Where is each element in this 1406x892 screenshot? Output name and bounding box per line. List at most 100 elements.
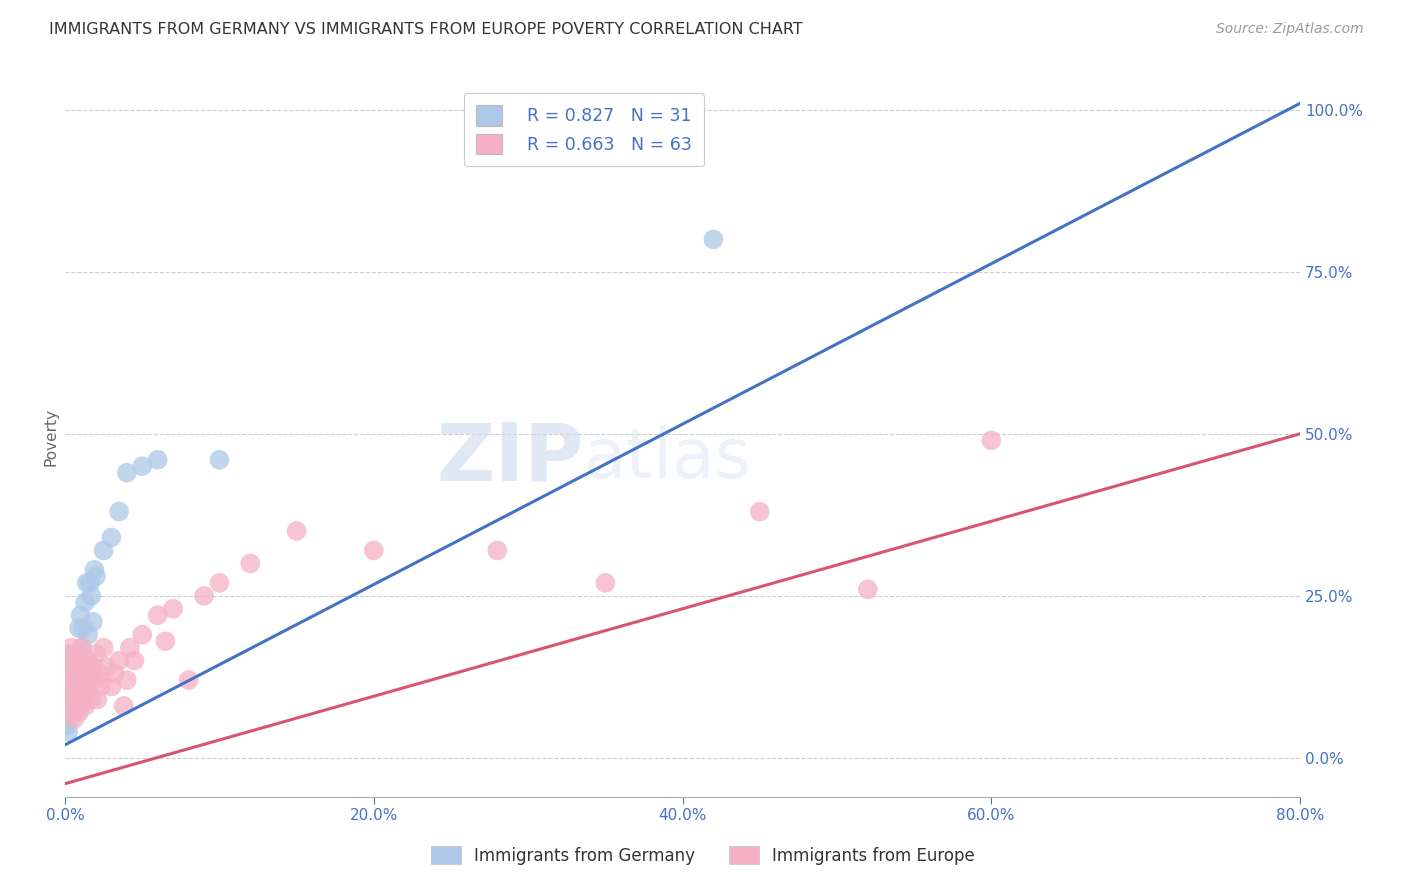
Point bbox=[84, 569, 107, 583]
Point bbox=[96, 660, 118, 674]
Legend:   R = 0.827   N = 31,   R = 0.663   N = 63: R = 0.827 N = 31, R = 0.663 N = 63 bbox=[464, 94, 704, 167]
Text: atlas: atlas bbox=[583, 425, 752, 492]
Point bbox=[62, 706, 84, 720]
Point bbox=[65, 686, 87, 700]
Y-axis label: Poverty: Poverty bbox=[44, 408, 58, 466]
Point bbox=[66, 666, 89, 681]
Point bbox=[115, 466, 138, 480]
Point bbox=[87, 666, 110, 681]
Point bbox=[80, 692, 103, 706]
Point bbox=[82, 615, 104, 629]
Point bbox=[93, 640, 115, 655]
Point bbox=[65, 647, 87, 661]
Point bbox=[63, 666, 86, 681]
Text: Source: ZipAtlas.com: Source: ZipAtlas.com bbox=[1216, 22, 1364, 37]
Point bbox=[67, 647, 90, 661]
Point bbox=[177, 673, 200, 687]
Point bbox=[75, 698, 97, 713]
Point bbox=[103, 666, 125, 681]
Point bbox=[55, 718, 77, 732]
Point bbox=[486, 543, 509, 558]
Point bbox=[66, 660, 89, 674]
Point bbox=[69, 666, 91, 681]
Point bbox=[146, 608, 169, 623]
Point bbox=[108, 654, 131, 668]
Point bbox=[63, 660, 86, 674]
Point bbox=[62, 706, 84, 720]
Point bbox=[60, 698, 83, 713]
Point bbox=[59, 660, 82, 674]
Point bbox=[76, 680, 98, 694]
Point bbox=[63, 692, 86, 706]
Point bbox=[67, 621, 90, 635]
Point bbox=[66, 692, 89, 706]
Point bbox=[84, 647, 107, 661]
Point bbox=[56, 686, 79, 700]
Point bbox=[285, 524, 308, 538]
Point bbox=[83, 563, 105, 577]
Point bbox=[124, 654, 146, 668]
Point bbox=[79, 666, 101, 681]
Point bbox=[59, 698, 82, 713]
Point bbox=[56, 724, 79, 739]
Point bbox=[93, 543, 115, 558]
Point bbox=[60, 666, 83, 681]
Point bbox=[59, 712, 82, 726]
Point bbox=[595, 575, 617, 590]
Point bbox=[70, 640, 93, 655]
Point bbox=[62, 673, 84, 687]
Point bbox=[162, 601, 184, 615]
Point bbox=[118, 640, 141, 655]
Point bbox=[208, 575, 231, 590]
Point bbox=[80, 589, 103, 603]
Point bbox=[112, 698, 135, 713]
Point bbox=[146, 452, 169, 467]
Text: IMMIGRANTS FROM GERMANY VS IMMIGRANTS FROM EUROPE POVERTY CORRELATION CHART: IMMIGRANTS FROM GERMANY VS IMMIGRANTS FR… bbox=[49, 22, 803, 37]
Point bbox=[75, 666, 97, 681]
Point bbox=[131, 459, 153, 474]
Point bbox=[702, 232, 724, 246]
Point bbox=[75, 595, 97, 609]
Text: ZIP: ZIP bbox=[436, 419, 583, 498]
Point bbox=[131, 628, 153, 642]
Point bbox=[980, 434, 1002, 448]
Point bbox=[69, 698, 91, 713]
Point bbox=[69, 608, 91, 623]
Point bbox=[748, 505, 770, 519]
Point bbox=[76, 575, 98, 590]
Point bbox=[239, 557, 262, 571]
Point bbox=[155, 634, 177, 648]
Point bbox=[63, 686, 86, 700]
Point bbox=[77, 686, 100, 700]
Point bbox=[70, 686, 93, 700]
Point bbox=[83, 673, 105, 687]
Point bbox=[70, 640, 93, 655]
Point bbox=[208, 452, 231, 467]
Point bbox=[363, 543, 385, 558]
Point bbox=[77, 654, 100, 668]
Legend: Immigrants from Germany, Immigrants from Europe: Immigrants from Germany, Immigrants from… bbox=[423, 838, 983, 873]
Point bbox=[72, 692, 94, 706]
Point bbox=[100, 680, 122, 694]
Point bbox=[86, 692, 108, 706]
Point bbox=[62, 654, 84, 668]
Point bbox=[79, 575, 101, 590]
Point bbox=[67, 673, 90, 687]
Point bbox=[115, 673, 138, 687]
Point bbox=[67, 706, 90, 720]
Point bbox=[72, 660, 94, 674]
Point bbox=[63, 712, 86, 726]
Point bbox=[60, 640, 83, 655]
Point bbox=[856, 582, 879, 597]
Point bbox=[72, 621, 94, 635]
Point bbox=[60, 692, 83, 706]
Point bbox=[90, 680, 112, 694]
Point bbox=[55, 673, 77, 687]
Point bbox=[100, 531, 122, 545]
Point bbox=[56, 647, 79, 661]
Point bbox=[77, 628, 100, 642]
Point bbox=[65, 698, 87, 713]
Point bbox=[193, 589, 215, 603]
Point bbox=[82, 660, 104, 674]
Point bbox=[108, 505, 131, 519]
